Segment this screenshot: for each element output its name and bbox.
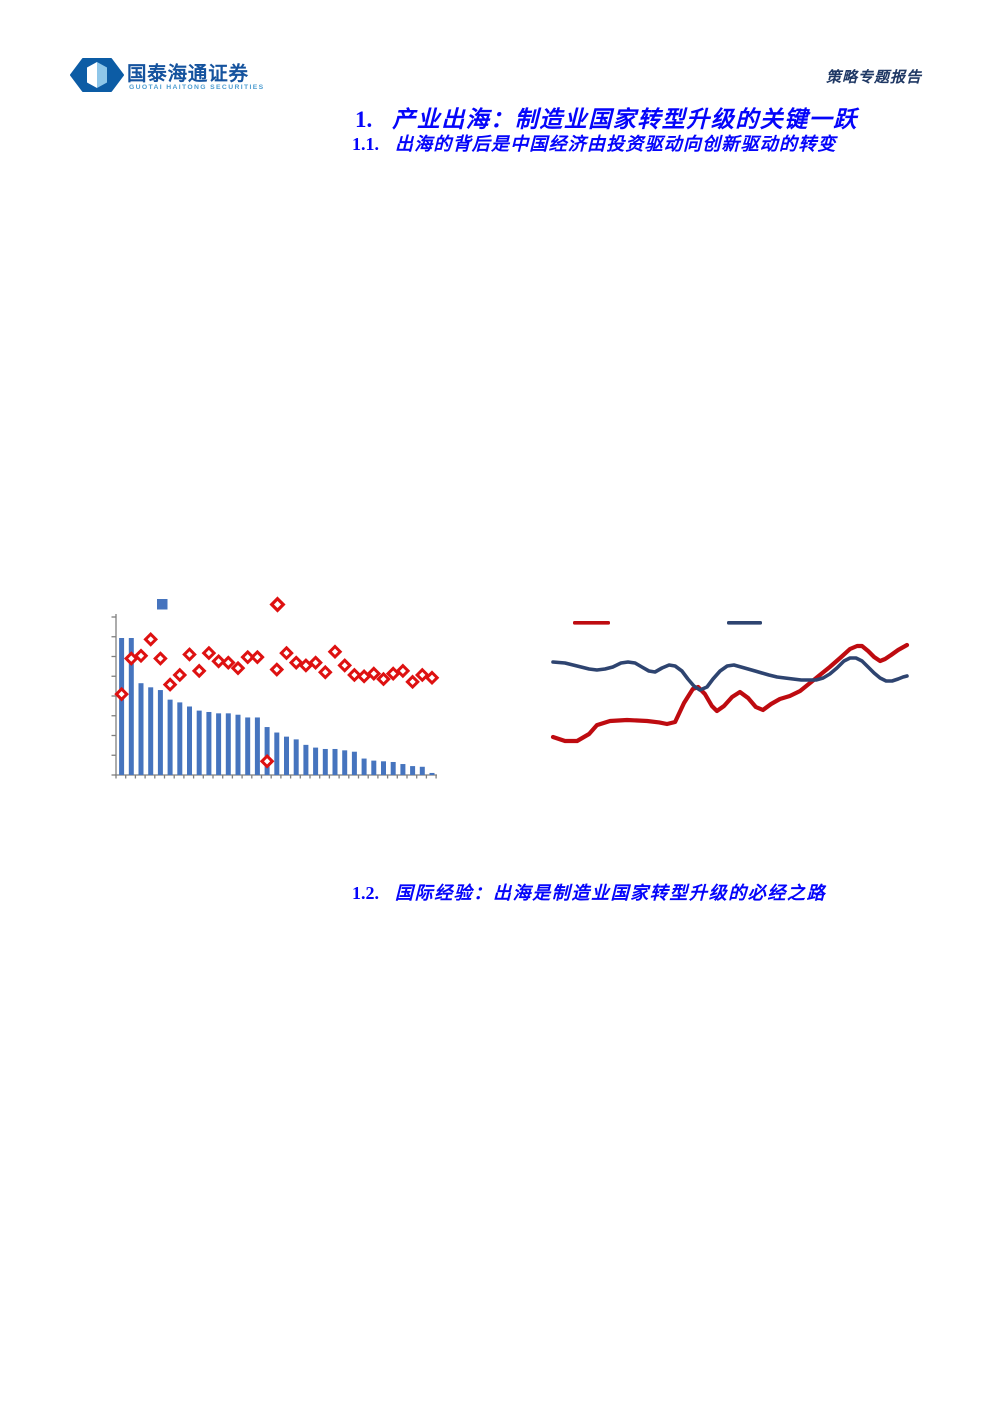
legend-bar-marker — [157, 599, 168, 610]
section-1-2-title: 国际经验：出海是制造业国家转型升级的必经之路 — [395, 883, 827, 903]
section-heading-1: 1. 产业出海：制造业国家转型升级的关键一跃 — [355, 100, 858, 134]
brand-name-chinese: 国泰海通证券 — [127, 64, 249, 85]
brand-logo-icon — [70, 56, 124, 94]
section-1-number: 1. — [355, 107, 373, 132]
section-1-1-title: 出海的背后是中国经济由投资驱动向创新驱动的转变 — [395, 134, 837, 154]
dual-line-chart — [538, 593, 918, 788]
section-heading-1-2: 1.2. 国际经验：出海是制造业国家转型升级的必经之路 — [352, 879, 826, 905]
legend-line-marker-red-line — [573, 621, 610, 625]
chart-legend — [157, 596, 286, 613]
section-1-title: 产业出海：制造业国家转型升级的关键一跃 — [392, 107, 858, 132]
brand-name-english: GUOTAI HAITONG SECURITIES — [129, 84, 265, 91]
section-heading-1-1: 1.1. 出海的背后是中国经济由投资驱动向创新驱动的转变 — [352, 130, 837, 156]
blue-line — [551, 656, 909, 692]
legend-diamond-marker — [269, 596, 286, 613]
hexagon-gem-icon — [70, 58, 124, 92]
dual-line-chart-svg — [550, 621, 910, 744]
section-1-2-number: 1.2. — [352, 883, 379, 903]
section-1-1-number: 1.1. — [352, 134, 379, 154]
scatter-series — [114, 632, 440, 769]
legend-line-marker-blue-line — [727, 621, 762, 625]
bar-scatter-chart — [111, 593, 445, 788]
report-type-label: 策略专题报告 — [826, 70, 923, 86]
bar-scatter-chart-svg — [111, 596, 440, 779]
red-line — [550, 642, 910, 744]
bar-series — [119, 638, 435, 775]
